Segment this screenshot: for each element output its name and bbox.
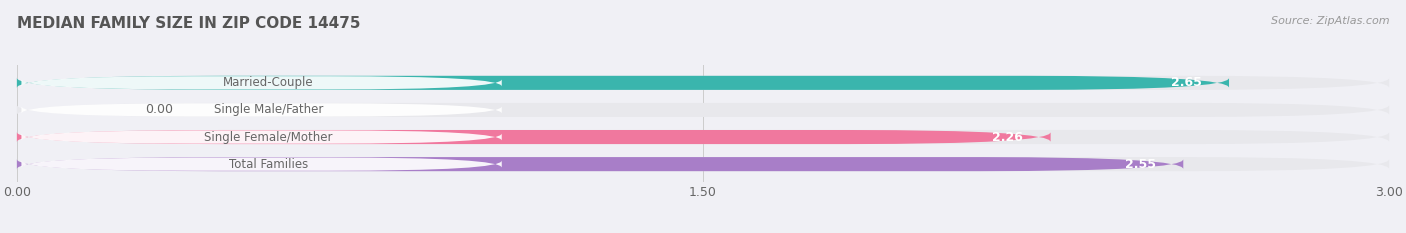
FancyBboxPatch shape [17,103,1389,117]
FancyBboxPatch shape [21,158,502,171]
FancyBboxPatch shape [17,130,1389,144]
Text: 2.26: 2.26 [993,130,1024,144]
FancyBboxPatch shape [21,130,502,144]
FancyBboxPatch shape [17,76,1389,90]
Text: Single Male/Father: Single Male/Father [214,103,323,116]
FancyBboxPatch shape [17,157,1389,171]
Text: 2.65: 2.65 [1171,76,1202,89]
Text: Source: ZipAtlas.com: Source: ZipAtlas.com [1271,16,1389,26]
Text: Single Female/Mother: Single Female/Mother [204,130,333,144]
FancyBboxPatch shape [21,103,502,116]
FancyBboxPatch shape [17,130,1050,144]
Text: Married-Couple: Married-Couple [224,76,314,89]
FancyBboxPatch shape [17,76,1229,90]
FancyBboxPatch shape [17,157,1184,171]
FancyBboxPatch shape [21,76,502,89]
Text: 2.55: 2.55 [1125,158,1156,171]
Text: Total Families: Total Families [229,158,308,171]
Text: MEDIAN FAMILY SIZE IN ZIP CODE 14475: MEDIAN FAMILY SIZE IN ZIP CODE 14475 [17,16,360,31]
Text: 0.00: 0.00 [145,103,173,116]
